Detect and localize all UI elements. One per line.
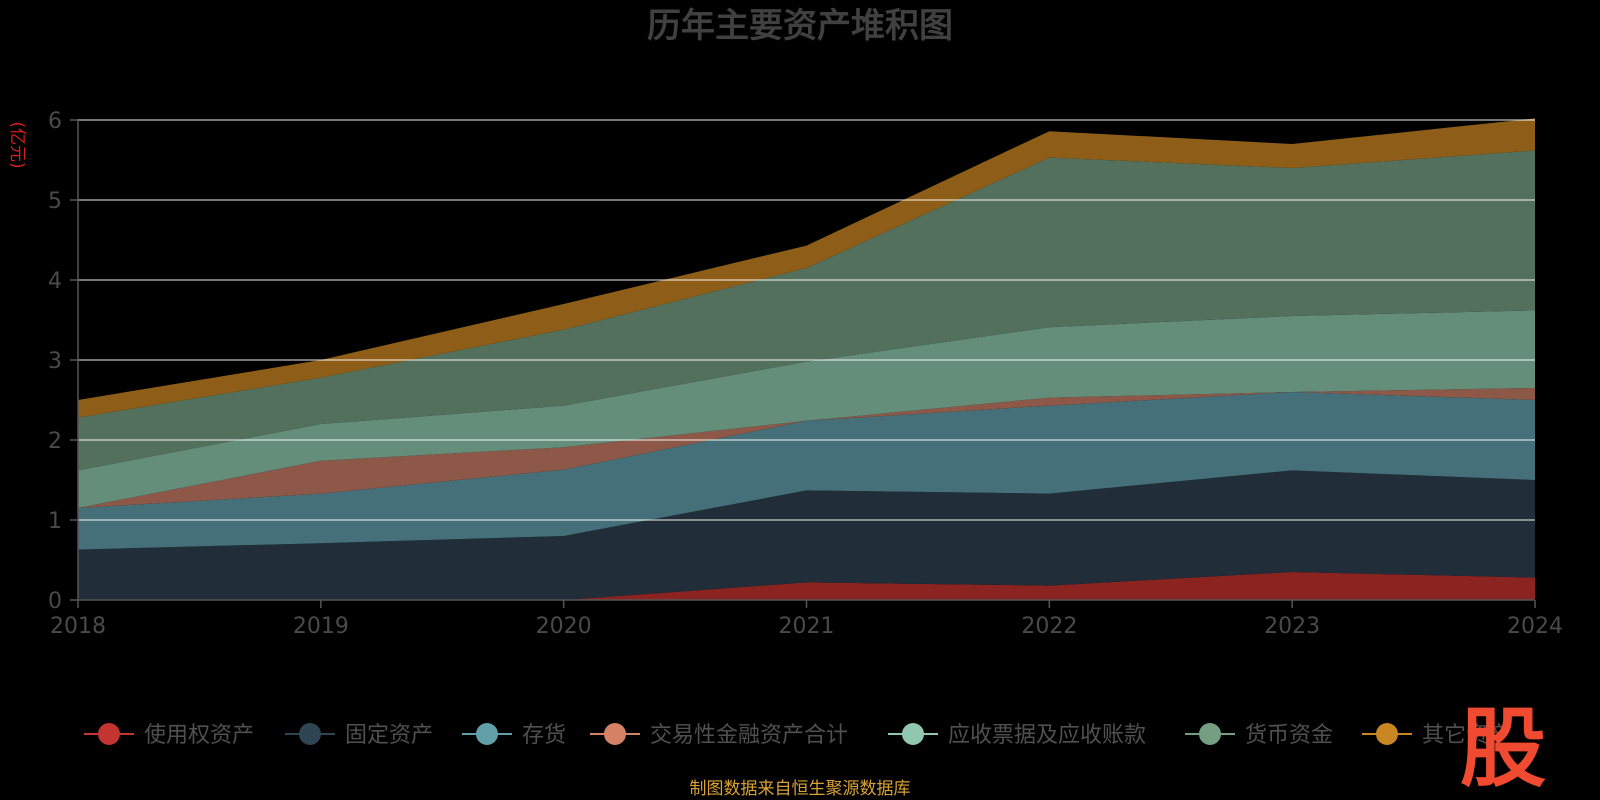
legend-marker-icon — [299, 723, 321, 745]
area-series-group — [78, 118, 1535, 600]
chart-canvas: 历年主要资产堆积图 (亿元) 0 1 2 3 4 5 6 2018 2019 2020 2021 20… — [0, 0, 1600, 800]
legend-item-4[interactable]: 应收票据及应收账款 — [888, 723, 1146, 748]
legend-item-1[interactable]: 固定资产 — [285, 723, 433, 748]
legend-marker-icon — [98, 723, 120, 745]
legend-label: 存货 — [522, 723, 566, 748]
y-tick-label: 1 — [48, 509, 62, 534]
chart-title: 历年主要资产堆积图 — [647, 6, 953, 46]
legend-item-3[interactable]: 交易性金融资产合计 — [590, 723, 848, 748]
legend-marker-icon — [604, 723, 626, 745]
legend-label: 应收票据及应收账款 — [948, 723, 1146, 748]
legend-marker-icon — [1376, 723, 1398, 745]
y-tick-label: 5 — [48, 189, 62, 214]
legend-marker-icon — [902, 723, 924, 745]
y-tick-label: 4 — [48, 269, 62, 294]
legend-marker-icon — [476, 723, 498, 745]
y-tick-label: 2 — [48, 429, 62, 454]
legend-item-0[interactable]: 使用权资产 — [84, 723, 254, 748]
x-tick-label: 2021 — [779, 614, 835, 639]
legend-marker-icon — [1199, 723, 1221, 745]
y-tick-label: 6 — [48, 109, 62, 134]
legend-label: 使用权资产 — [144, 723, 254, 748]
data-source-note: 制图数据来自恒生聚源数据库 — [690, 779, 911, 799]
legend[interactable]: 使用权资产 固定资产 存货 交易性金融资产合计 应收票据及应收账款 货币资金 其它资产 — [84, 723, 1510, 748]
x-tick-label: 2022 — [1021, 614, 1077, 639]
brand-logo: 股 — [1460, 699, 1546, 799]
x-tick-label: 2023 — [1264, 614, 1320, 639]
legend-label: 固定资产 — [345, 723, 433, 748]
legend-item-2[interactable]: 存货 — [462, 723, 566, 748]
y-tick-label: 0 — [48, 589, 62, 614]
x-tick-label: 2019 — [293, 614, 349, 639]
x-tick-label: 2024 — [1507, 614, 1563, 639]
y-axis-unit-label: (亿元) — [7, 121, 27, 168]
legend-label: 货币资金 — [1245, 723, 1333, 748]
legend-item-5[interactable]: 货币资金 — [1185, 723, 1333, 748]
legend-label: 交易性金融资产合计 — [650, 723, 848, 748]
x-tick-label: 2020 — [536, 614, 592, 639]
y-tick-label: 3 — [48, 349, 62, 374]
x-tick-label: 2018 — [50, 614, 106, 639]
